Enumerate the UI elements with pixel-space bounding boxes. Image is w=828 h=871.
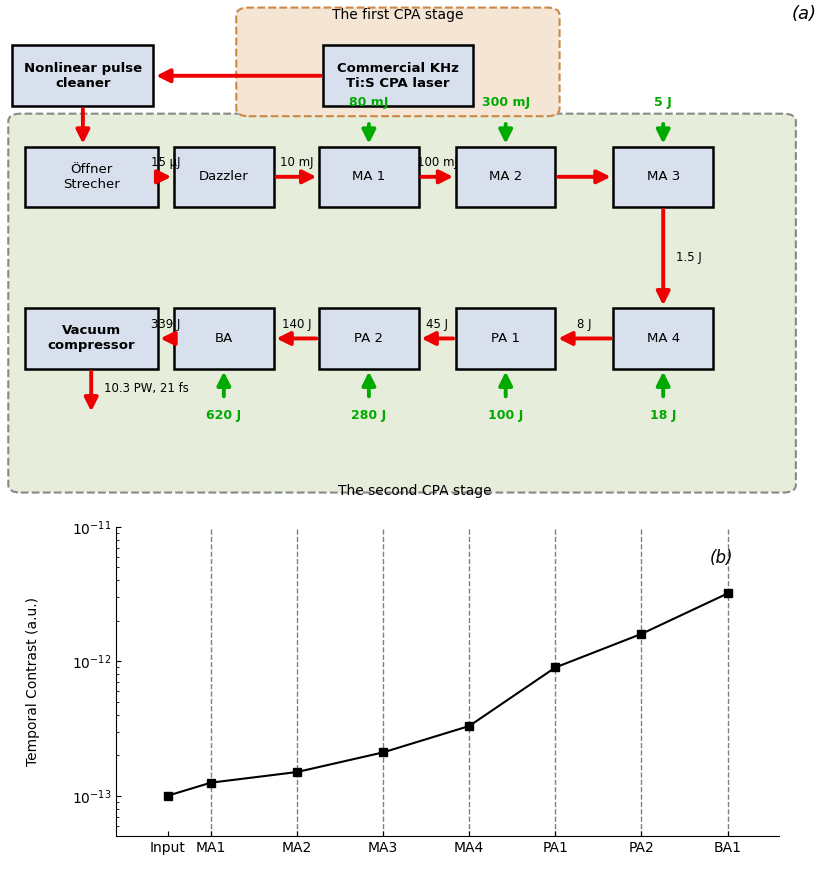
- Text: (b): (b): [709, 549, 732, 567]
- Text: BA: BA: [214, 332, 233, 345]
- Text: 1.5 J: 1.5 J: [675, 251, 700, 264]
- Text: 280 J: 280 J: [351, 409, 386, 422]
- Text: Commercial KHz
Ti:S CPA laser: Commercial KHz Ti:S CPA laser: [336, 62, 459, 90]
- Bar: [455, 308, 555, 368]
- Y-axis label: Temporal Contrast (a.u.): Temporal Contrast (a.u.): [26, 597, 40, 766]
- Text: 10 mJ: 10 mJ: [279, 156, 313, 169]
- Bar: [25, 146, 157, 207]
- Text: Vacuum
compressor: Vacuum compressor: [47, 325, 135, 353]
- Text: MA 2: MA 2: [489, 171, 522, 183]
- Text: MA 1: MA 1: [352, 171, 385, 183]
- Text: MA 3: MA 3: [646, 171, 679, 183]
- Text: Dazzler: Dazzler: [199, 171, 248, 183]
- Text: 18 J: 18 J: [649, 409, 676, 422]
- Bar: [323, 45, 472, 106]
- Bar: [12, 45, 153, 106]
- Bar: [319, 308, 418, 368]
- Bar: [174, 146, 273, 207]
- Text: The second CPA stage: The second CPA stage: [337, 483, 491, 497]
- Text: 15 μJ: 15 μJ: [151, 156, 181, 169]
- Text: 300 mJ: 300 mJ: [481, 96, 529, 109]
- FancyBboxPatch shape: [8, 113, 795, 493]
- Text: 8 J: 8 J: [576, 318, 591, 331]
- Bar: [613, 308, 712, 368]
- Bar: [455, 146, 555, 207]
- Text: 45 J: 45 J: [426, 318, 448, 331]
- Text: The first CPA stage: The first CPA stage: [332, 8, 463, 22]
- Text: PA 1: PA 1: [491, 332, 519, 345]
- Text: 5 J: 5 J: [653, 96, 672, 109]
- Bar: [174, 308, 273, 368]
- Text: PA 2: PA 2: [354, 332, 383, 345]
- Text: Nonlinear pulse
cleaner: Nonlinear pulse cleaner: [24, 62, 142, 90]
- Text: 100 mJ: 100 mJ: [416, 156, 457, 169]
- Bar: [613, 146, 712, 207]
- Text: 100 J: 100 J: [488, 409, 522, 422]
- Text: (a): (a): [791, 5, 816, 23]
- Text: 620 J: 620 J: [206, 409, 241, 422]
- Text: 339 J: 339 J: [151, 318, 181, 331]
- Text: Öffner
Strecher: Öffner Strecher: [63, 163, 119, 191]
- Bar: [25, 308, 157, 368]
- Bar: [319, 146, 418, 207]
- Text: 80 mJ: 80 mJ: [349, 96, 388, 109]
- Text: 140 J: 140 J: [282, 318, 310, 331]
- Text: MA 4: MA 4: [646, 332, 679, 345]
- Text: 10.3 PW, 21 fs: 10.3 PW, 21 fs: [104, 382, 188, 395]
- FancyBboxPatch shape: [236, 8, 559, 116]
